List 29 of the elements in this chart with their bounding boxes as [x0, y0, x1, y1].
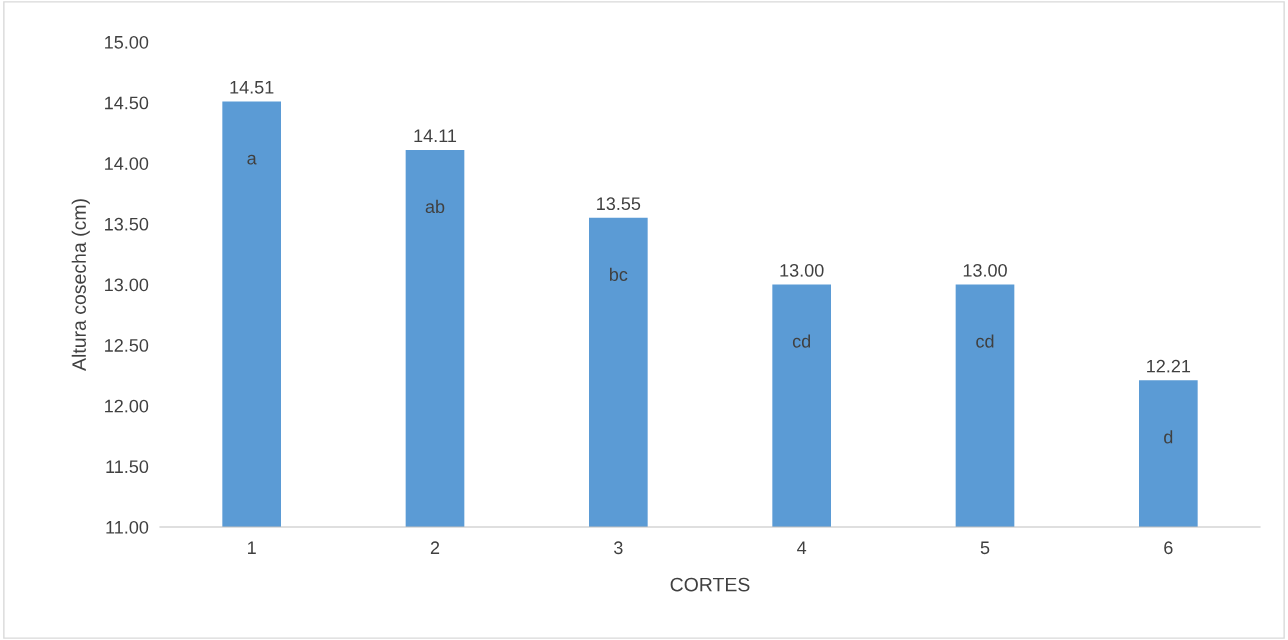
data-label: 14.11: [414, 129, 457, 142]
x-tick-label: 4: [797, 541, 807, 554]
annotation: cd: [792, 334, 811, 348]
x-tick-label: 6: [1164, 541, 1173, 555]
data-label: 12.21: [1147, 359, 1191, 373]
data-label: 13.00: [963, 263, 1007, 277]
x-tick-label: 1: [248, 541, 256, 554]
y-tick-label: 12.00: [105, 399, 149, 413]
y-tick-label: 13.00: [105, 278, 149, 292]
y-axis-title: Altura cosecha (cm): [71, 199, 90, 371]
annotation: d: [1164, 430, 1173, 444]
y-tick-label: 15.00: [105, 35, 149, 49]
annotation: cd: [976, 334, 994, 348]
y-tick-label: 14.50: [105, 96, 149, 110]
y-tick-label: 14.00: [105, 157, 149, 170]
annotation: ab: [425, 199, 445, 214]
data-label: 14.51: [230, 81, 274, 94]
y-tick-label: 12.50: [105, 339, 149, 352]
annotation: a: [247, 154, 257, 165]
y-tick-label: 11.50: [106, 460, 149, 474]
data-label: 13.55: [597, 197, 641, 211]
x-tick-label: 5: [980, 541, 990, 555]
x-axis-title: CORTES: [670, 577, 750, 592]
data-label: 13.00: [780, 263, 824, 277]
y-tick-label: 11.00: [106, 520, 149, 534]
y-tick-label: 13.50: [105, 217, 149, 231]
annotation: bc: [609, 267, 628, 281]
x-tick-label: 3: [614, 541, 623, 555]
x-tick-label: 2: [430, 541, 440, 554]
